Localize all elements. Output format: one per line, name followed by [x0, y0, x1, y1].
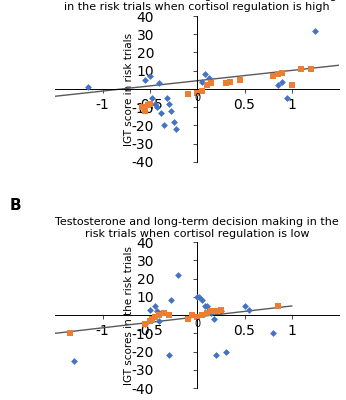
Y-axis label: IGT score in risk trials: IGT score in risk trials: [124, 32, 134, 146]
Point: [204, 303, 209, 309]
Point: [218, 306, 224, 313]
Point: [86, 84, 91, 90]
Point: [168, 297, 173, 304]
Point: [143, 321, 148, 327]
Point: [194, 89, 200, 96]
Point: [284, 95, 290, 101]
Point: [166, 312, 172, 318]
Point: [174, 126, 179, 132]
Point: [289, 82, 294, 88]
Point: [275, 71, 280, 78]
Point: [199, 297, 205, 304]
Point: [209, 308, 214, 315]
Point: [139, 104, 145, 110]
Point: [157, 312, 162, 318]
Point: [157, 317, 162, 324]
Point: [246, 306, 252, 313]
Point: [213, 352, 219, 358]
Point: [72, 358, 77, 364]
Point: [223, 348, 228, 355]
Point: [143, 321, 148, 327]
Title: Testsoterone increases long-term decision making
in the risk trials when cortiso: Testsoterone increases long-term decisio…: [57, 0, 337, 12]
Point: [237, 77, 243, 83]
Point: [161, 122, 167, 129]
Point: [185, 91, 191, 98]
Point: [171, 118, 176, 125]
Point: [147, 73, 153, 79]
Point: [158, 310, 164, 316]
Point: [194, 294, 200, 300]
Point: [145, 102, 151, 108]
Point: [190, 312, 195, 318]
Point: [199, 78, 205, 85]
Point: [67, 330, 72, 336]
Point: [155, 308, 160, 315]
Point: [196, 294, 202, 300]
Point: [206, 75, 211, 81]
Point: [194, 314, 200, 320]
Point: [147, 100, 153, 107]
Point: [143, 108, 148, 114]
Point: [275, 82, 280, 88]
Title: Testosterone and long-term decision making in the
risk trials when cortisol regu: Testosterone and long-term decision maki…: [55, 217, 339, 238]
Point: [218, 308, 224, 315]
Point: [149, 316, 155, 322]
Point: [185, 316, 191, 322]
Point: [202, 303, 208, 309]
Point: [313, 27, 318, 34]
Point: [206, 306, 211, 313]
Point: [157, 80, 162, 87]
Point: [147, 306, 153, 313]
Point: [155, 104, 160, 110]
Point: [175, 272, 181, 278]
Point: [270, 330, 276, 336]
Text: B: B: [10, 198, 21, 213]
Point: [204, 82, 209, 88]
Point: [149, 316, 155, 322]
Point: [147, 317, 153, 324]
Point: [228, 78, 233, 85]
Point: [299, 66, 304, 72]
Point: [280, 69, 285, 76]
Point: [143, 77, 148, 83]
Point: [275, 303, 280, 309]
Point: [308, 66, 313, 72]
Point: [166, 352, 172, 358]
Point: [280, 78, 285, 85]
Point: [242, 303, 247, 309]
Point: [270, 73, 276, 79]
Point: [161, 310, 167, 316]
Point: [209, 80, 214, 87]
Point: [166, 100, 172, 107]
Point: [223, 80, 228, 87]
Point: [202, 71, 208, 78]
Point: [204, 310, 209, 316]
Point: [164, 95, 170, 101]
Y-axis label: IGT scores in the risk trials: IGT scores in the risk trials: [124, 246, 134, 384]
Point: [199, 312, 205, 318]
Point: [209, 310, 214, 316]
Point: [158, 110, 164, 116]
Point: [211, 316, 217, 322]
Point: [168, 108, 173, 114]
Point: [213, 308, 219, 315]
Point: [199, 88, 205, 94]
Text: 0: 0: [194, 319, 200, 329]
Point: [149, 95, 155, 101]
Point: [152, 100, 157, 107]
Point: [152, 303, 157, 309]
Text: 0: 0: [194, 93, 200, 103]
Point: [152, 314, 157, 320]
